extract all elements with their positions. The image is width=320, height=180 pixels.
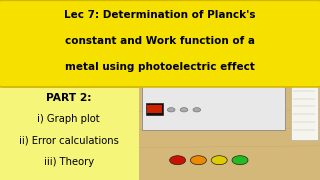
Circle shape	[170, 156, 186, 165]
Circle shape	[211, 156, 227, 165]
Text: constant and Work function of a: constant and Work function of a	[65, 36, 255, 46]
Circle shape	[167, 108, 175, 112]
Bar	[147, 105, 162, 113]
Text: metal using photoelectric effect: metal using photoelectric effect	[65, 62, 255, 72]
Circle shape	[193, 108, 201, 112]
Ellipse shape	[293, 54, 302, 68]
Text: ii) Error calculations: ii) Error calculations	[19, 135, 119, 145]
Circle shape	[137, 58, 148, 64]
Ellipse shape	[285, 50, 297, 72]
Text: PART 2:: PART 2:	[46, 93, 92, 103]
Bar	[146, 103, 163, 115]
FancyBboxPatch shape	[0, 0, 320, 87]
Bar	[142, 52, 291, 70]
Text: Lec 7: Determination of Planck's: Lec 7: Determination of Planck's	[64, 10, 256, 20]
Circle shape	[190, 156, 206, 165]
Bar	[139, 0, 320, 180]
Text: iii) Theory: iii) Theory	[44, 157, 94, 167]
Text: i) Graph plot: i) Graph plot	[37, 114, 100, 124]
Circle shape	[180, 108, 188, 112]
FancyBboxPatch shape	[0, 0, 142, 87]
Bar	[142, 68, 285, 76]
Bar	[142, 68, 285, 130]
Bar	[291, 68, 318, 140]
Circle shape	[232, 156, 248, 165]
Ellipse shape	[139, 51, 147, 71]
